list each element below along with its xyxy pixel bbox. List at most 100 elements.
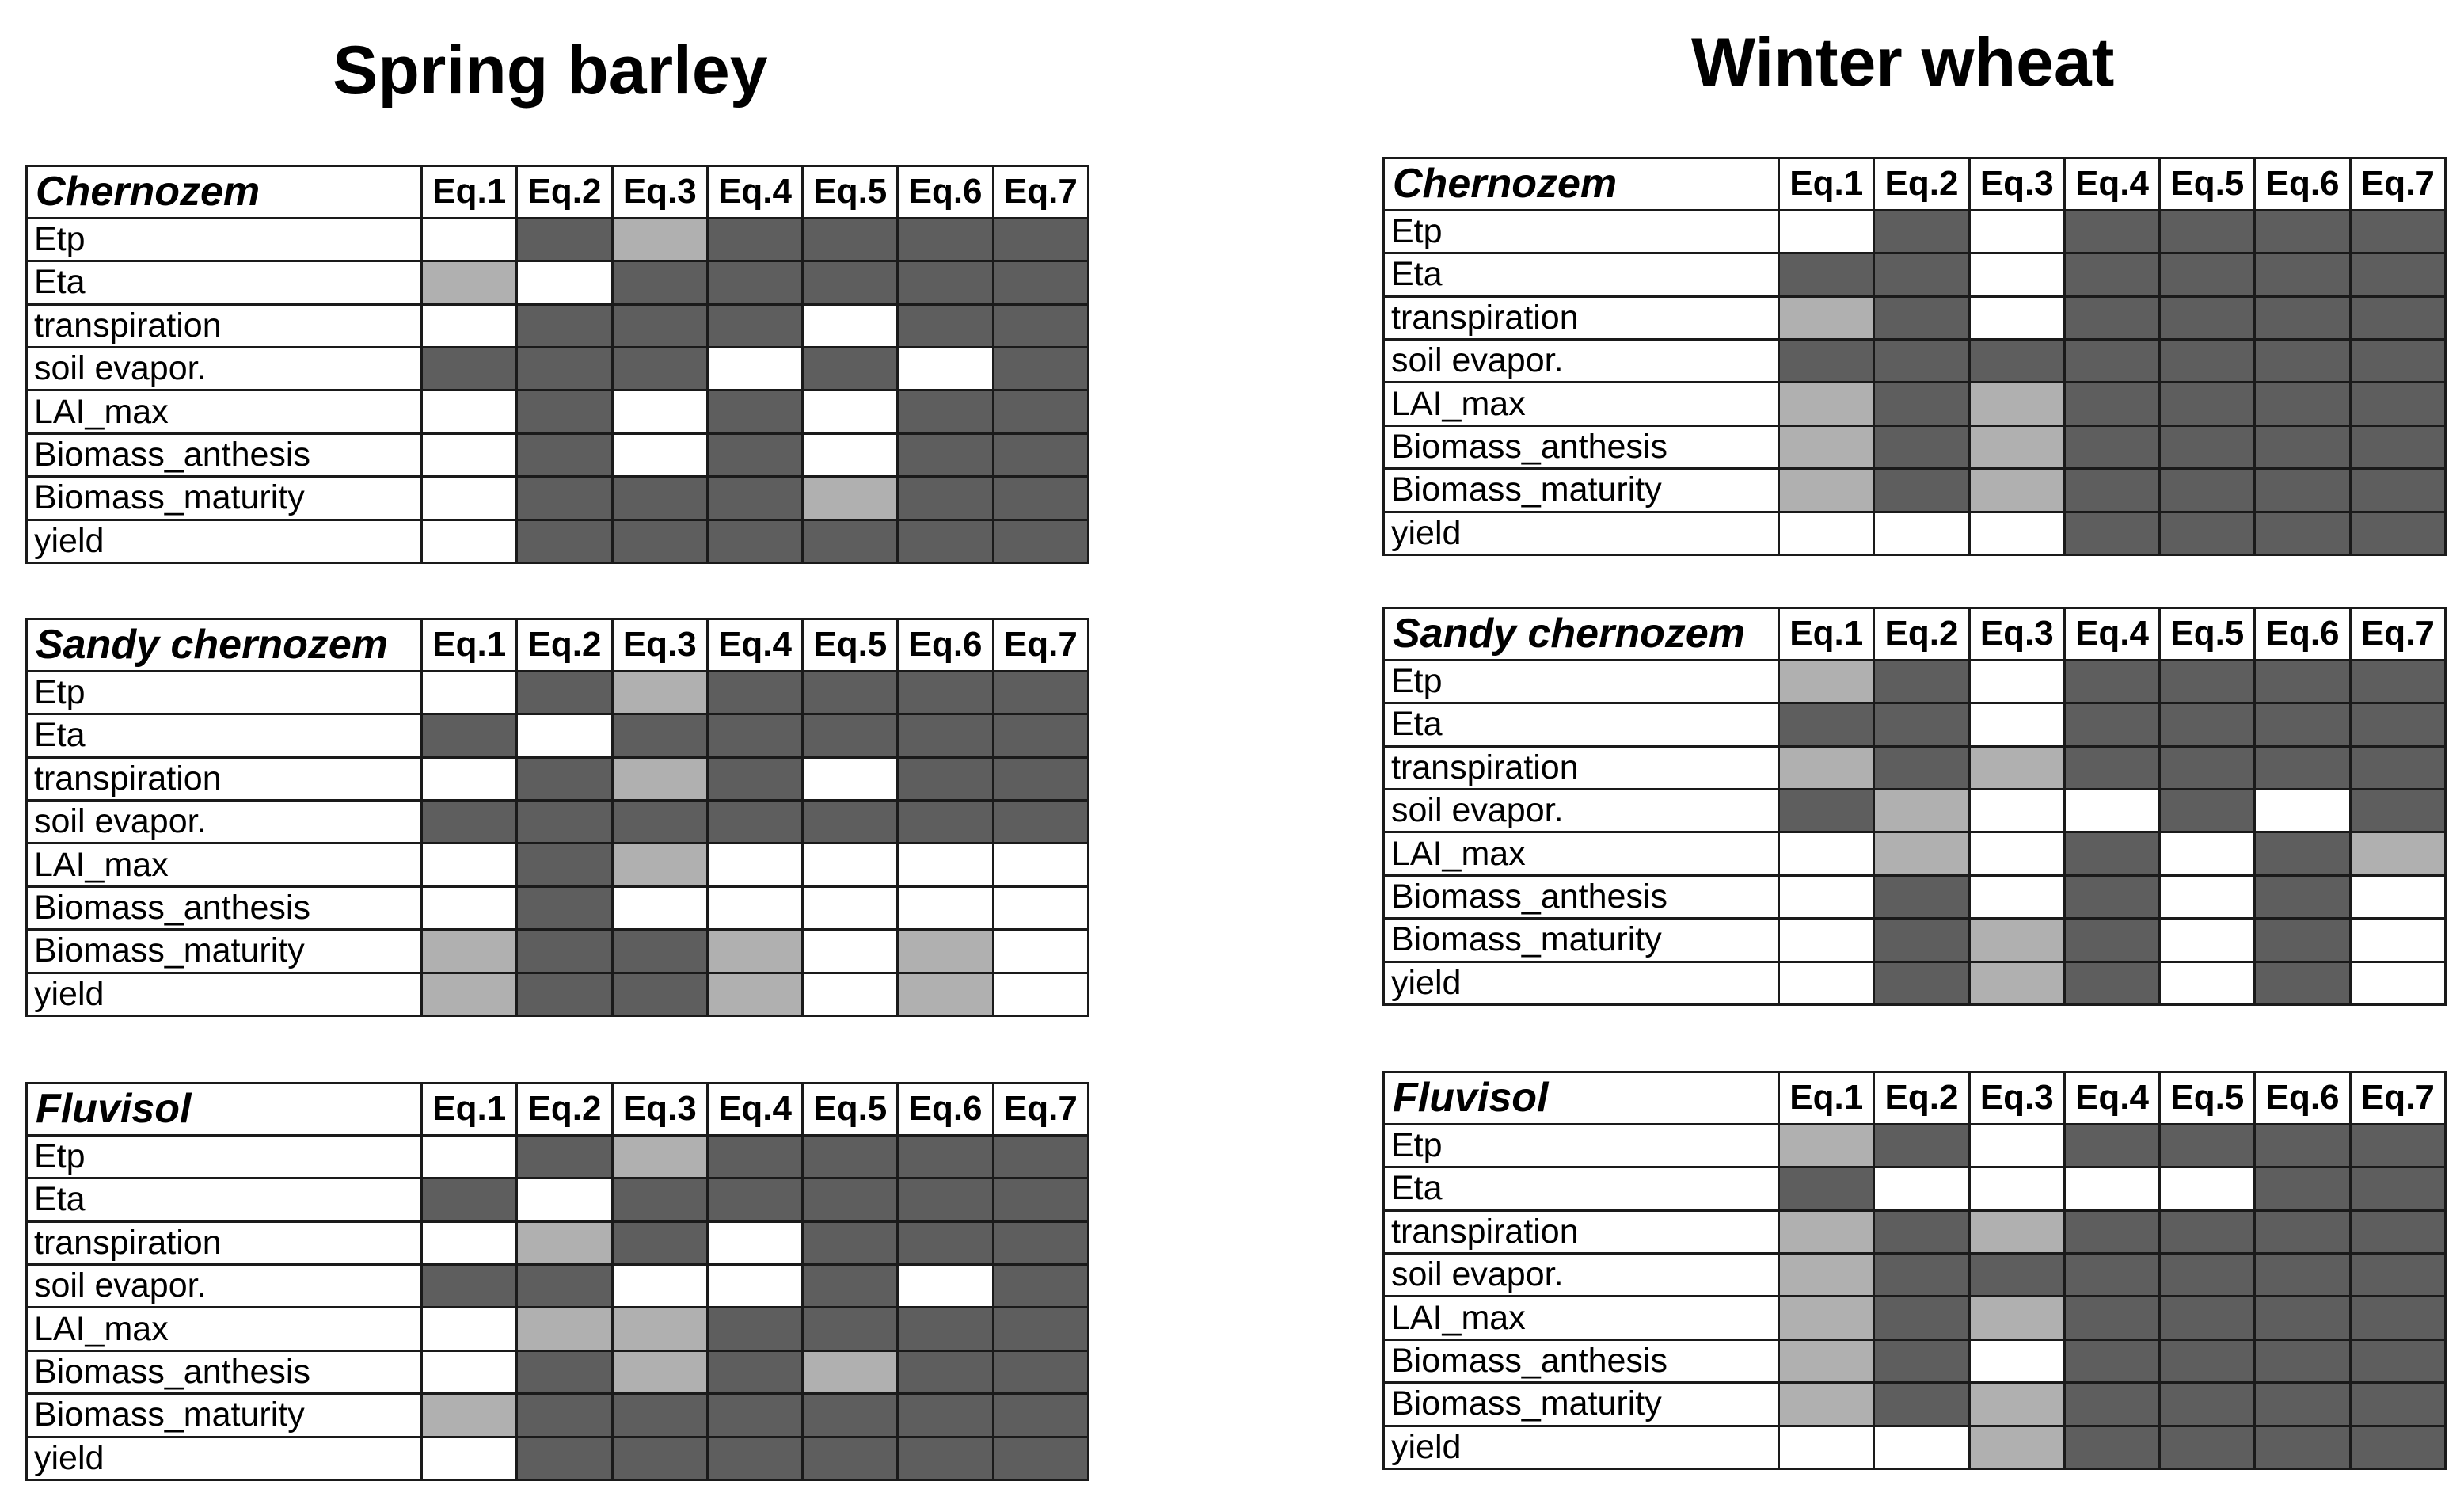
column-header-eq-6: Eq.6 [896,1082,994,1137]
heatmap-cell [420,1263,519,1309]
heatmap-cell [1873,1424,1971,1471]
heatmap-cell [705,1133,804,1180]
table-row: Biomass_maturity [25,475,1090,521]
heatmap-cell [420,971,519,1018]
heatmap-cell [705,1349,804,1396]
column-header-eq-1: Eq.1 [420,165,519,219]
row-label: LAI_max [25,389,424,435]
heatmap-table: Sandy chernozem Eq.1 Eq.2 Eq.3 Eq.4 Eq.5 Eq.6 E… [25,618,1090,1018]
column-header-eq-4: Eq.4 [2063,607,2162,661]
column-header-eq-5: Eq.5 [801,1082,899,1137]
heatmap-cell [991,389,1090,435]
heatmap-cell [2158,338,2257,384]
column-header-eq-3: Eq.3 [610,618,709,672]
heatmap-cell [1778,208,1876,255]
heatmap-cell [801,669,899,716]
heatmap-cell [515,971,614,1018]
heatmap-cell [705,432,804,478]
row-label: Eta [1382,702,1781,748]
heatmap-cell [2253,788,2352,834]
heatmap-cell [1968,702,2066,748]
column-header-eq-2: Eq.2 [515,618,614,672]
heatmap-cell [991,1133,1090,1180]
heatmap-cell [801,756,899,802]
table-row: Eta [1382,1166,2447,1212]
heatmap-cell [1968,917,2066,963]
table-row: Eta [1382,702,2447,748]
row-label: transpiration [1382,1209,1781,1255]
heatmap-cell [2348,658,2447,705]
table-row: Etp [25,669,1090,716]
heatmap-cell [1873,1122,1971,1169]
table-row: Eta [1382,252,2447,298]
column-header-eq-1: Eq.1 [1778,157,1876,211]
heatmap-cell [2158,960,2257,1007]
heatmap-cell [515,1306,614,1352]
heatmap-cell [1873,874,1971,920]
table-row: Biomass_maturity [25,928,1090,974]
heatmap-cell [1968,1295,2066,1341]
heatmap-cell [420,1177,519,1223]
heatmap-cell [991,669,1090,716]
heatmap-cell [515,518,614,565]
heatmap-cell [2158,788,2257,834]
row-label: Eta [25,1177,424,1223]
heatmap-cell [420,1349,519,1396]
heatmap-cell [515,799,614,845]
heatmap-cell [991,216,1090,263]
heatmap-cell [1873,1338,1971,1384]
heatmap-cell [2253,702,2352,748]
column-header-eq-4: Eq.4 [705,1082,804,1137]
heatmap-cell [420,1435,519,1482]
heatmap-cell [1873,467,1971,513]
table-row: Biomass_maturity [1382,1381,2447,1427]
row-label: Biomass_maturity [25,475,424,521]
heatmap-cell [705,971,804,1018]
heatmap-cell [2253,381,2352,427]
heatmap-cell [515,1177,614,1223]
table-row: yield [1382,960,2447,1007]
heatmap-cell [801,216,899,263]
heatmap-cell [896,216,994,263]
panel-spring-barley-sandy-chernozem: Sandy chernozem Eq.1 Eq.2 Eq.3 Eq.4 Eq.5 Eq.6 E… [25,618,1090,1018]
heatmap-cell [801,1177,899,1223]
heatmap-cell [2063,1166,2162,1212]
heatmap-cell [896,842,994,888]
heatmap-cell [2348,744,2447,791]
heatmap-cell [705,885,804,931]
heatmap-cell [1873,831,1971,877]
heatmap-cell [2158,917,2257,963]
heatmap-cell [2253,1295,2352,1341]
column-header-eq-2: Eq.2 [1873,1071,1971,1125]
heatmap-cell [1968,831,2066,877]
heatmap-cell [420,260,519,306]
table-row: Etp [1382,208,2447,255]
heatmap-cell [2348,1424,2447,1471]
heatmap-cell [2158,744,2257,791]
soil-type-label: Chernozem [1382,157,1781,211]
heatmap-cell [896,669,994,716]
heatmap-cell [610,260,709,306]
heatmap-cell [515,928,614,974]
heatmap-cell [991,1435,1090,1482]
heatmap-cell [515,346,614,392]
heatmap-cell [1968,424,2066,470]
heatmap-cell [2063,1252,2162,1298]
soil-type-label: Chernozem [25,165,424,219]
heatmap-cell [801,1133,899,1180]
heatmap-cell [2063,424,2162,470]
row-label: soil evapor. [25,346,424,392]
column-header-eq-4: Eq.4 [705,618,804,672]
heatmap-cell [1968,1166,2066,1212]
heatmap-cell [705,928,804,974]
row-label: Etp [1382,1122,1781,1169]
panel-winter-wheat-fluvisol: Fluvisol Eq.1 Eq.2 Eq.3 Eq.4 Eq.5 Eq.6 Eq.7 Etp E… [1382,1071,2447,1471]
heatmap-cell [2348,1209,2447,1255]
heatmap-cell [610,1220,709,1266]
heatmap-cell [2253,658,2352,705]
heatmap-cell [610,303,709,349]
column-header-eq-4: Eq.4 [2063,157,2162,211]
table-row: yield [25,971,1090,1018]
row-label: Biomass_maturity [25,1392,424,1438]
heatmap-cell [2253,1166,2352,1212]
